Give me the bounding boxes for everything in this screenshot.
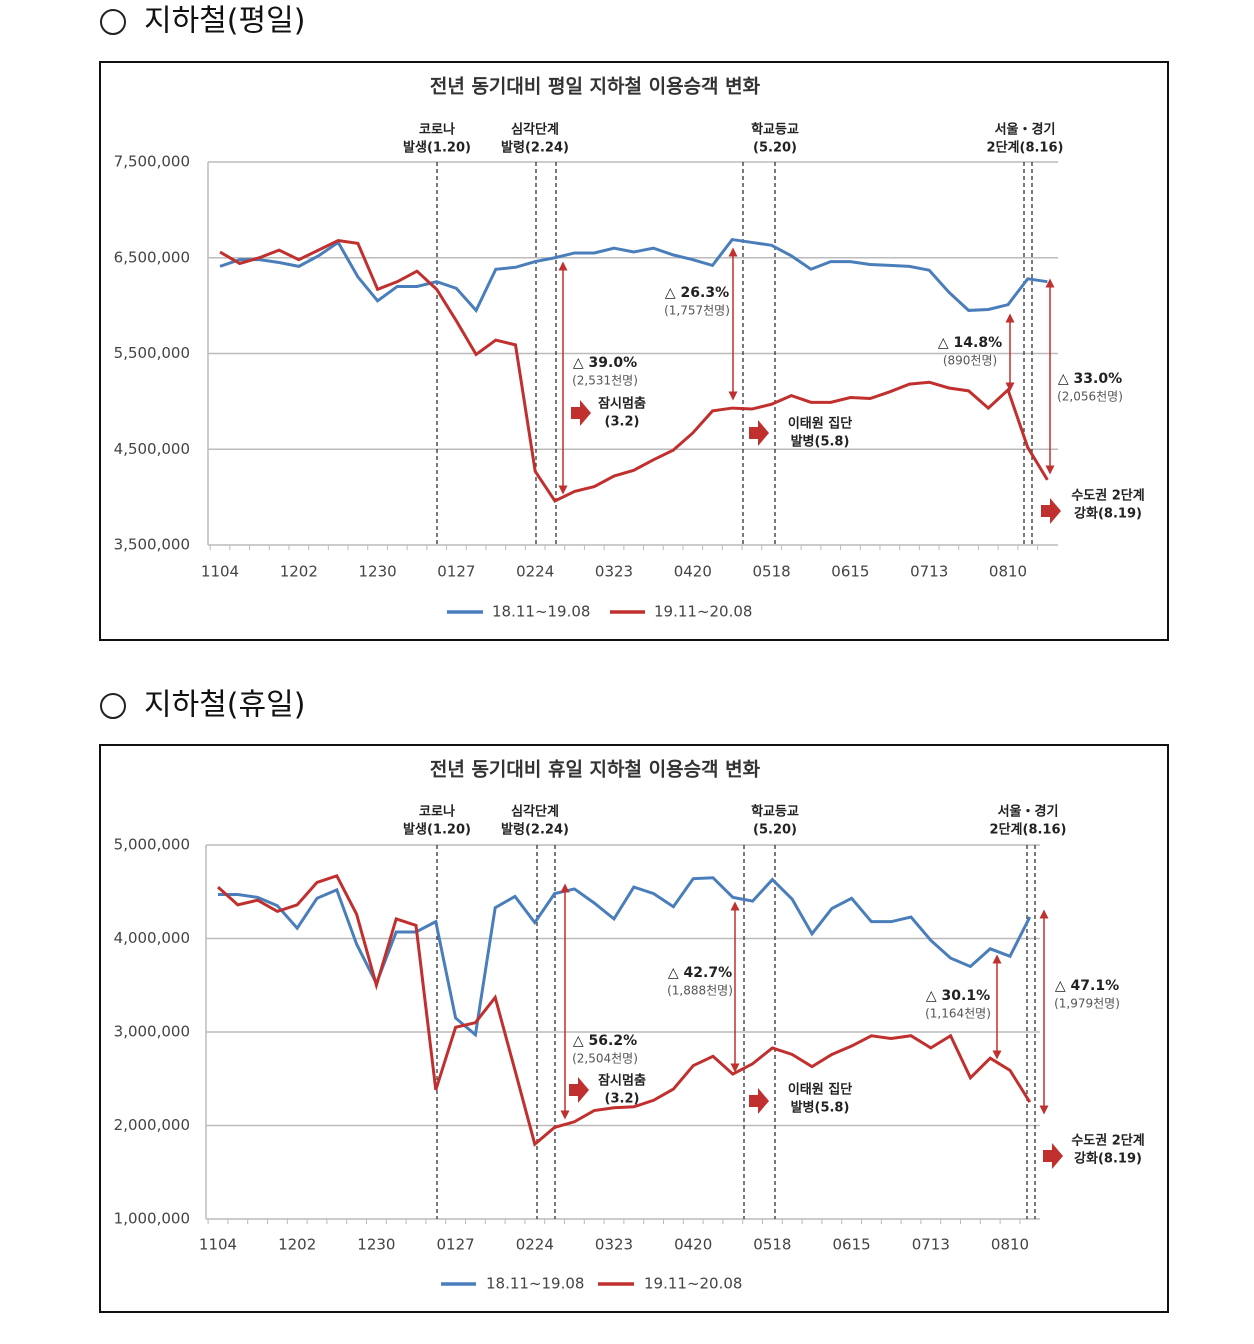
chart-frame — [99, 744, 1169, 1313]
legend-label: 19.11~20.08 — [654, 603, 752, 621]
event-label: 2단계(8.16) — [990, 822, 1067, 838]
x-tick-label: 1202 — [280, 563, 318, 581]
chart-title: 전년 동기대비 휴일 지하철 이용승객 변화 — [430, 759, 761, 781]
x-tick-label: 0713 — [912, 1236, 950, 1254]
x-tick-label: 1104 — [201, 563, 239, 581]
change-pct: △ 33.0% — [1058, 371, 1122, 387]
note-arrow — [569, 1077, 589, 1103]
x-tick-label: 0224 — [516, 563, 554, 581]
note-arrow — [1043, 1143, 1063, 1169]
change-pct: △ 56.2% — [573, 1033, 637, 1049]
heading: 지하철(휴일) — [144, 688, 305, 723]
note-label: 잠시멈춤 — [598, 1073, 646, 1089]
x-tick-label: 0224 — [516, 1236, 554, 1254]
note-label: 강화(8.19) — [1074, 1151, 1142, 1167]
y-tick-label: 6,500,000 — [114, 248, 190, 266]
y-tick-label: 5,000,000 — [114, 836, 190, 854]
change-pct: △ 26.3% — [665, 285, 729, 301]
note-arrow — [571, 400, 591, 426]
change-count: (2,056천명) — [1057, 389, 1123, 404]
change-count: (1,888천명) — [667, 983, 733, 998]
x-tick-label: 0127 — [437, 1236, 475, 1254]
x-tick-label: 0323 — [595, 563, 633, 581]
change-count: (1,164천명) — [925, 1006, 991, 1021]
event-label: 발생(1.20) — [403, 140, 471, 156]
note-label: 잠시멈춤 — [598, 396, 646, 412]
event-label: 발령(2.24) — [501, 140, 569, 156]
x-tick-label: 0127 — [437, 563, 475, 581]
note-label: 수도권 2단계 — [1071, 488, 1144, 504]
x-tick-label: 1104 — [199, 1236, 237, 1254]
legend-label: 19.11~20.08 — [644, 1275, 742, 1293]
note-label: 이태원 집단 — [788, 1082, 852, 1098]
note-label: (3.2) — [605, 1092, 640, 1107]
note-arrow — [1041, 498, 1061, 524]
event-label: 학교등교 — [751, 122, 799, 138]
legend-label: 18.11~19.08 — [486, 1275, 584, 1293]
event-label: 발생(1.20) — [403, 822, 471, 838]
event-label: 코로나 — [419, 122, 455, 138]
series-line — [219, 237, 1048, 314]
note-label: 이태원 집단 — [788, 416, 852, 432]
change-pct: △ 30.1% — [926, 988, 990, 1004]
event-label: (5.20) — [753, 141, 797, 156]
series-line — [219, 238, 1049, 503]
note-label: 발병(5.8) — [791, 1100, 850, 1116]
event-label: 심각단계 — [511, 122, 559, 138]
change-count: (2,504천명) — [572, 1051, 638, 1066]
change-count: (1,979천명) — [1054, 996, 1120, 1011]
y-tick-label: 4,000,000 — [114, 929, 190, 947]
event-label: 서울・경기 — [998, 804, 1059, 820]
x-tick-label: 1202 — [278, 1236, 316, 1254]
x-tick-label: 1230 — [359, 563, 397, 581]
note-label: 발병(5.8) — [791, 434, 850, 450]
event-label: (5.20) — [753, 823, 797, 838]
event-label: 학교등교 — [751, 804, 799, 820]
event-label: 2단계(8.16) — [987, 140, 1064, 156]
event-label: 서울・경기 — [995, 122, 1056, 138]
y-tick-label: 3,000,000 — [114, 1023, 190, 1041]
change-count: (1,757천명) — [664, 303, 730, 318]
x-tick-label: 0518 — [753, 1236, 791, 1254]
note-label: (3.2) — [605, 415, 640, 430]
y-tick-label: 1,000,000 — [114, 1210, 190, 1228]
change-pct: △ 47.1% — [1055, 978, 1119, 994]
change-count: (890천명) — [943, 353, 997, 368]
x-tick-label: 0713 — [910, 563, 948, 581]
bullet — [100, 693, 126, 719]
x-tick-label: 0810 — [991, 1236, 1029, 1254]
x-tick-label: 0420 — [674, 563, 712, 581]
y-tick-label: 5,500,000 — [114, 344, 190, 362]
x-tick-label: 0810 — [989, 563, 1027, 581]
change-pct: △ 14.8% — [938, 335, 1002, 351]
heading: 지하철(평일) — [144, 4, 305, 39]
change-pct: △ 42.7% — [668, 965, 732, 981]
series-line — [218, 876, 1032, 1038]
note-arrow — [749, 420, 769, 446]
event-label: 발령(2.24) — [501, 822, 569, 838]
change-pct: △ 39.0% — [573, 355, 637, 371]
x-tick-label: 0518 — [753, 563, 791, 581]
x-tick-label: 1230 — [357, 1236, 395, 1254]
y-tick-label: 7,500,000 — [114, 153, 190, 171]
legend-label: 18.11~19.08 — [492, 603, 590, 621]
note-arrow — [749, 1088, 769, 1114]
y-tick-label: 4,500,000 — [114, 440, 190, 458]
x-tick-label: 0615 — [831, 563, 869, 581]
note-label: 강화(8.19) — [1074, 506, 1142, 522]
x-tick-label: 0615 — [833, 1236, 871, 1254]
event-label: 심각단계 — [511, 804, 559, 820]
chart-frame — [99, 61, 1169, 641]
series-line — [216, 874, 1032, 1147]
x-tick-label: 0420 — [674, 1236, 712, 1254]
x-tick-label: 0323 — [595, 1236, 633, 1254]
bullet — [100, 9, 126, 35]
chart-title: 전년 동기대비 평일 지하철 이용승객 변화 — [430, 76, 761, 98]
y-tick-label: 2,000,000 — [114, 1116, 190, 1134]
change-count: (2,531천명) — [572, 373, 638, 388]
note-label: 수도권 2단계 — [1071, 1133, 1144, 1149]
event-label: 코로나 — [419, 804, 455, 820]
y-tick-label: 3,500,000 — [114, 536, 190, 554]
